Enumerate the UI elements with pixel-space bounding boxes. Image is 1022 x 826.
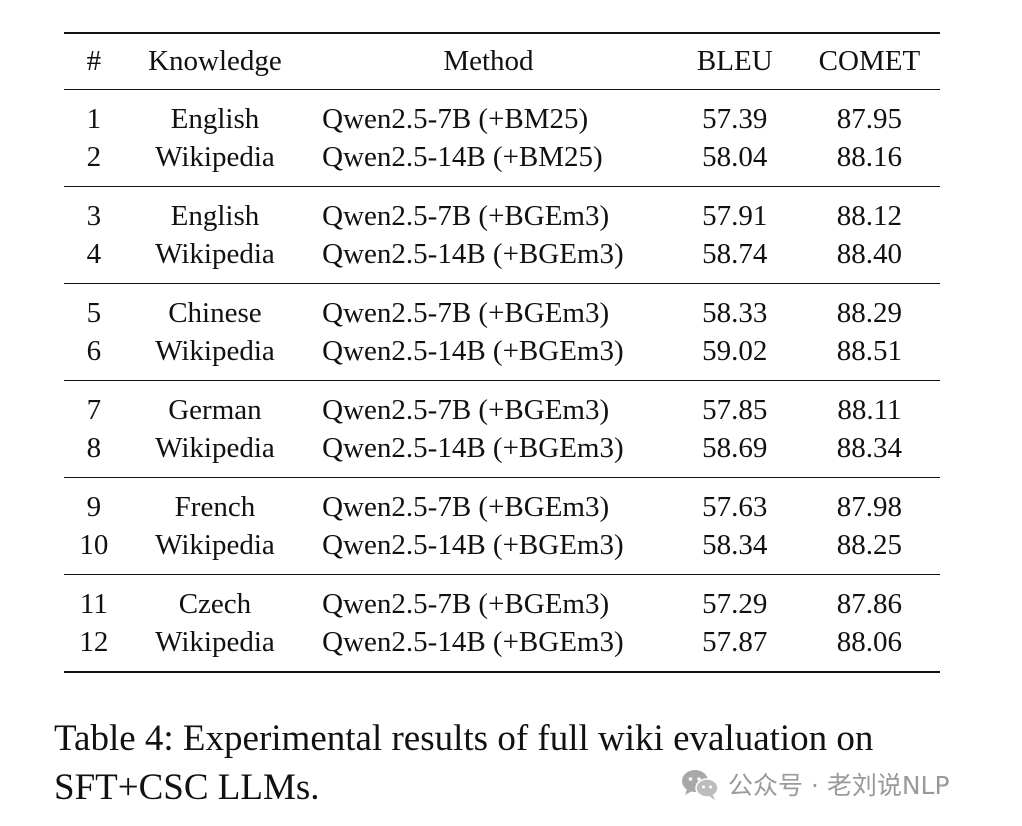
table-row: 9 French Qwen2.5-7B (+BGEm3) 57.63 87.98 xyxy=(64,477,940,527)
table-group: 1 English Qwen2.5-7B (+BM25) 57.39 87.95… xyxy=(64,89,940,186)
row-bleu: 57.85 xyxy=(702,394,768,426)
table-group: 5 Chinese Qwen2.5-7B (+BGEm3) 58.33 88.2… xyxy=(64,283,940,380)
row-bleu: 57.39 xyxy=(702,103,768,135)
row-comet: 88.12 xyxy=(836,200,903,232)
row-comet: 87.86 xyxy=(836,588,903,620)
table-row: 12 Wikipedia Qwen2.5-14B (+BGEm3) 57.87 … xyxy=(64,624,940,672)
row-method: Qwen2.5-7B (+BGEm3) xyxy=(322,297,610,329)
table-group: 11 Czech Qwen2.5-7B (+BGEm3) 57.29 87.86… xyxy=(64,574,940,672)
table-row: 3 English Qwen2.5-7B (+BGEm3) 57.91 88.1… xyxy=(64,186,940,236)
table-group: 7 German Qwen2.5-7B (+BGEm3) 57.85 88.11… xyxy=(64,380,940,477)
row-bleu: 58.04 xyxy=(702,141,768,173)
row-comet: 88.25 xyxy=(836,529,903,561)
row-knowledge: English xyxy=(170,200,260,232)
row-bleu: 57.63 xyxy=(702,491,768,523)
row-bleu: 58.74 xyxy=(702,238,768,270)
table-row: 1 English Qwen2.5-7B (+BM25) 57.39 87.95 xyxy=(64,89,940,139)
row-knowledge: German xyxy=(168,394,262,426)
row-knowledge: French xyxy=(174,491,256,523)
row-num: 1 xyxy=(86,103,102,135)
row-method: Qwen2.5-14B (+BGEm3) xyxy=(322,432,624,464)
row-bleu: 57.91 xyxy=(702,200,768,232)
row-knowledge: Wikipedia xyxy=(155,238,275,270)
watermark: 公众号 · 老刘说NLP xyxy=(680,764,950,804)
row-num: 10 xyxy=(79,529,109,561)
table-group: 9 French Qwen2.5-7B (+BGEm3) 57.63 87.98… xyxy=(64,477,940,574)
row-bleu: 58.69 xyxy=(702,432,768,464)
row-num: 6 xyxy=(86,335,102,367)
results-table: # Knowledge Method BLEU COMET 1 English … xyxy=(64,32,940,673)
row-method: Qwen2.5-7B (+BM25) xyxy=(322,103,589,135)
row-method: Qwen2.5-7B (+BGEm3) xyxy=(322,394,610,426)
header-bleu: BLEU xyxy=(696,44,773,77)
header-comet: COMET xyxy=(818,44,921,77)
table-row: 8 Wikipedia Qwen2.5-14B (+BGEm3) 58.69 8… xyxy=(64,430,940,478)
table-row: 11 Czech Qwen2.5-7B (+BGEm3) 57.29 87.86 xyxy=(64,574,940,624)
table-header: # Knowledge Method BLEU COMET xyxy=(64,33,940,89)
row-method: Qwen2.5-14B (+BGEm3) xyxy=(322,238,624,270)
row-comet: 88.11 xyxy=(837,394,902,426)
watermark-text: 公众号 · 老刘说NLP xyxy=(728,771,950,800)
row-method: Qwen2.5-7B (+BGEm3) xyxy=(322,491,610,523)
row-comet: 87.95 xyxy=(836,103,903,135)
row-method: Qwen2.5-14B (+BM25) xyxy=(322,141,603,173)
row-method: Qwen2.5-14B (+BGEm3) xyxy=(322,335,624,367)
row-num: 9 xyxy=(86,491,102,523)
row-bleu: 58.33 xyxy=(702,297,768,329)
row-bleu: 57.87 xyxy=(702,626,768,658)
table-group: 3 English Qwen2.5-7B (+BGEm3) 57.91 88.1… xyxy=(64,186,940,283)
header-num: # xyxy=(86,44,102,77)
row-comet: 88.29 xyxy=(836,297,903,329)
table-row: 4 Wikipedia Qwen2.5-14B (+BGEm3) 58.74 8… xyxy=(64,236,940,284)
row-comet: 88.06 xyxy=(836,626,903,658)
table-row: 6 Wikipedia Qwen2.5-14B (+BGEm3) 59.02 8… xyxy=(64,333,940,381)
header-knowledge: Knowledge xyxy=(148,44,282,77)
row-num: 4 xyxy=(86,238,102,270)
row-num: 5 xyxy=(86,297,102,329)
row-knowledge: Wikipedia xyxy=(155,626,275,658)
row-method: Qwen2.5-14B (+BGEm3) xyxy=(322,626,624,658)
row-num: 2 xyxy=(86,141,102,173)
row-comet: 88.16 xyxy=(836,141,903,173)
row-knowledge: Wikipedia xyxy=(155,335,275,367)
row-bleu: 58.34 xyxy=(702,529,768,561)
table-row: 2 Wikipedia Qwen2.5-14B (+BM25) 58.04 88… xyxy=(64,139,940,187)
row-bleu: 57.29 xyxy=(702,588,768,620)
row-knowledge: Chinese xyxy=(168,297,262,329)
wechat-icon xyxy=(682,770,719,800)
row-num: 8 xyxy=(86,432,102,464)
table-row: 10 Wikipedia Qwen2.5-14B (+BGEm3) 58.34 … xyxy=(64,527,940,575)
row-method: Qwen2.5-7B (+BGEm3) xyxy=(322,200,610,232)
row-knowledge: Wikipedia xyxy=(155,141,275,173)
row-method: Qwen2.5-14B (+BGEm3) xyxy=(322,529,624,561)
table-caption: Table 4: Experimental results of full wi… xyxy=(54,718,874,808)
row-num: 3 xyxy=(86,200,102,232)
table-row: 5 Chinese Qwen2.5-7B (+BGEm3) 58.33 88.2… xyxy=(64,283,940,333)
row-comet: 88.34 xyxy=(836,432,903,464)
row-knowledge: Czech xyxy=(178,588,252,620)
row-knowledge: Wikipedia xyxy=(155,432,275,464)
row-num: 11 xyxy=(79,588,108,620)
row-num: 7 xyxy=(86,394,102,426)
table-row: 7 German Qwen2.5-7B (+BGEm3) 57.85 88.11 xyxy=(64,380,940,430)
row-comet: 88.51 xyxy=(836,335,903,367)
header-row: # Knowledge Method BLEU COMET xyxy=(64,33,940,89)
row-knowledge: English xyxy=(170,103,260,135)
row-method: Qwen2.5-7B (+BGEm3) xyxy=(322,588,610,620)
row-bleu: 59.02 xyxy=(702,335,768,367)
row-num: 12 xyxy=(79,626,109,658)
header-method: Method xyxy=(443,44,534,77)
row-knowledge: Wikipedia xyxy=(155,529,275,561)
row-comet: 88.40 xyxy=(836,238,903,270)
row-comet: 87.98 xyxy=(836,491,903,523)
